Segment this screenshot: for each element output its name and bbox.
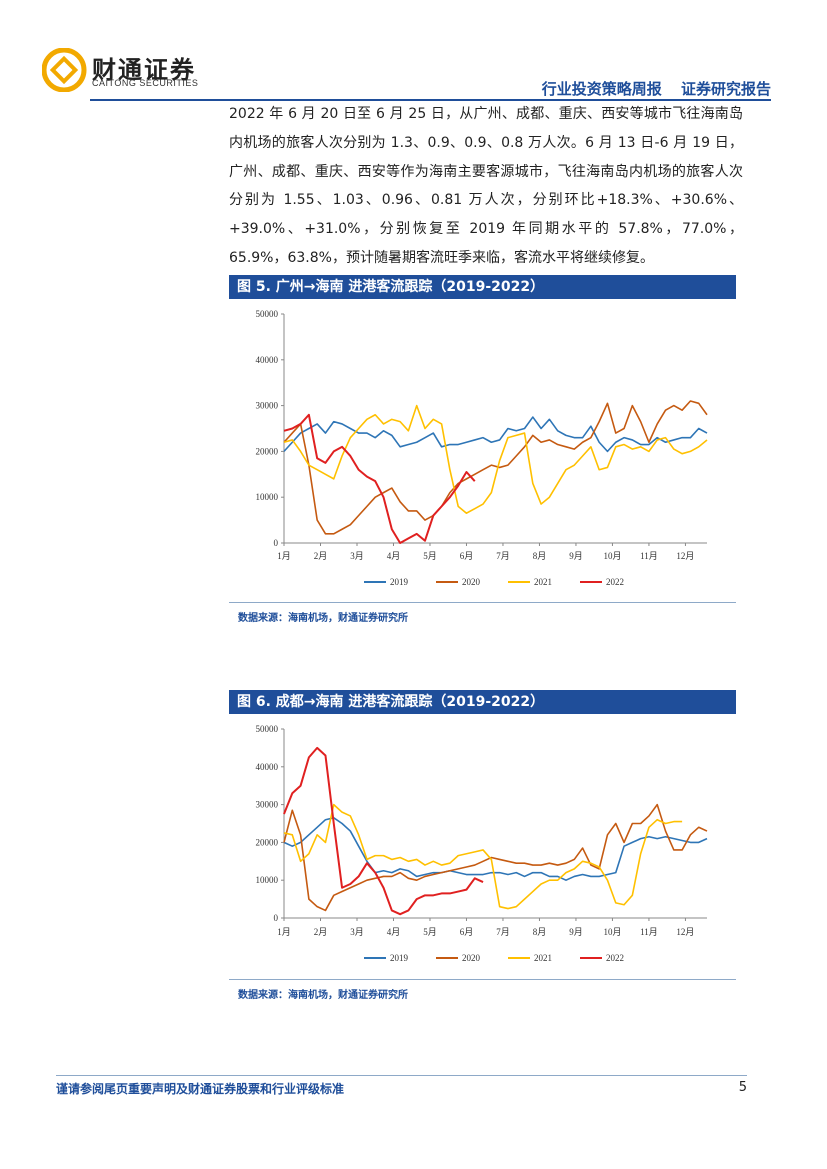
- page-number: 5: [738, 1080, 747, 1095]
- series-line-2021: [283, 803, 683, 910]
- x-tick-label: 8月: [533, 551, 547, 561]
- x-tick-label: 6月: [460, 927, 474, 937]
- y-tick-label: 0: [274, 538, 279, 548]
- x-tick-label: 2月: [314, 551, 328, 561]
- legend-label-2022: 2022: [606, 953, 624, 963]
- report-category: 证券研究报告: [680, 80, 771, 98]
- x-tick-label: 2月: [314, 927, 328, 937]
- y-tick-label: 0: [274, 913, 279, 923]
- y-tick-label: 20000: [256, 446, 279, 456]
- legend-label-2021: 2021: [534, 953, 552, 963]
- legend-label-2021: 2021: [534, 577, 552, 587]
- y-tick-label: 50000: [256, 309, 279, 319]
- figure-5-source: 数据来源：海南机场，财通证券研究所: [238, 613, 408, 624]
- x-tick-label: 9月: [569, 551, 583, 561]
- x-tick-label: 11月: [640, 927, 658, 937]
- legend-label-2020: 2020: [462, 953, 481, 963]
- figure-6-title: 图 6. 成都→海南 进港客流跟踪（2019-2022）: [229, 690, 736, 714]
- figure-5-chart: 0 10000 20000 30000 40000 50000 1月 2月 3月 4月 5月 6月 7月…: [256, 309, 708, 587]
- legend-label-2020: 2020: [462, 577, 481, 587]
- x-tick-label: 5月: [423, 551, 437, 561]
- header-divider: [90, 99, 771, 101]
- series-line-2019: [283, 416, 708, 453]
- y-tick-label: 30000: [256, 800, 279, 810]
- logo-english-name: CAITONG SECURITIES: [92, 78, 199, 88]
- footer-divider: [56, 1075, 747, 1076]
- x-tick-label: 8月: [533, 927, 547, 937]
- figure-5-divider: [229, 602, 736, 603]
- logo-chinese-name: 财通证券: [92, 56, 196, 84]
- legend-label-2019: 2019: [390, 953, 409, 963]
- x-tick-label: 4月: [387, 551, 401, 561]
- x-tick-label: 10月: [603, 927, 621, 937]
- figure-6-source: 数据来源：海南机场，财通证券研究所: [238, 990, 408, 1001]
- series-line-2022: [283, 746, 484, 916]
- series-line-2020: [283, 400, 708, 535]
- y-tick-label: 40000: [256, 762, 279, 772]
- x-tick-label: 3月: [350, 551, 364, 561]
- y-tick-label: 30000: [256, 401, 279, 411]
- body-paragraph: 2022 年 6 月 20 日至 6 月 25 日，从广州、成都、重庆、西安等城…: [229, 106, 743, 266]
- series-line-2022: [283, 413, 476, 544]
- figure-6-divider: [229, 979, 736, 980]
- x-tick-label: 6月: [460, 551, 474, 561]
- figure-5-title: 图 5. 广州→海南 进港客流跟踪（2019-2022）: [229, 275, 736, 299]
- y-tick-label: 20000: [256, 837, 279, 847]
- series-line-2021: [283, 404, 708, 515]
- logo-coin-icon: [41, 47, 87, 93]
- x-tick-label: 1月: [277, 927, 291, 937]
- x-tick-label: 5月: [423, 927, 437, 937]
- x-tick-label: 11月: [640, 551, 658, 561]
- legend-label-2019: 2019: [390, 577, 409, 587]
- figure-6-chart: 0 10000 20000 30000 40000 50000 1月 2月 3月 4月 5月 6月 7月…: [256, 724, 708, 963]
- y-tick-label: 50000: [256, 724, 279, 734]
- x-tick-label: 3月: [350, 927, 364, 937]
- footer-disclaimer: 谨请参阅尾页重要声明及财通证券股票和行业评级标准: [56, 1082, 345, 1096]
- y-tick-label: 40000: [256, 355, 279, 365]
- series-line-2019: [283, 817, 708, 881]
- x-tick-label: 10月: [603, 551, 621, 561]
- y-tick-label: 10000: [256, 492, 279, 502]
- x-tick-label: 12月: [676, 551, 694, 561]
- x-tick-label: 9月: [569, 927, 583, 937]
- x-tick-label: 1月: [277, 551, 291, 561]
- series-line-2020: [283, 803, 708, 912]
- company-logo: 财通证券 CAITONG SECURITIES: [41, 47, 242, 93]
- report-type: 行业投资策略周报: [541, 80, 662, 98]
- x-tick-label: 4月: [387, 927, 401, 937]
- y-tick-label: 10000: [256, 875, 279, 885]
- x-tick-label: 7月: [496, 927, 510, 937]
- report-header: 行业投资策略周报 证券研究报告: [528, 78, 771, 99]
- x-tick-label: 7月: [496, 551, 510, 561]
- x-tick-label: 12月: [676, 927, 694, 937]
- legend-label-2022: 2022: [606, 577, 624, 587]
